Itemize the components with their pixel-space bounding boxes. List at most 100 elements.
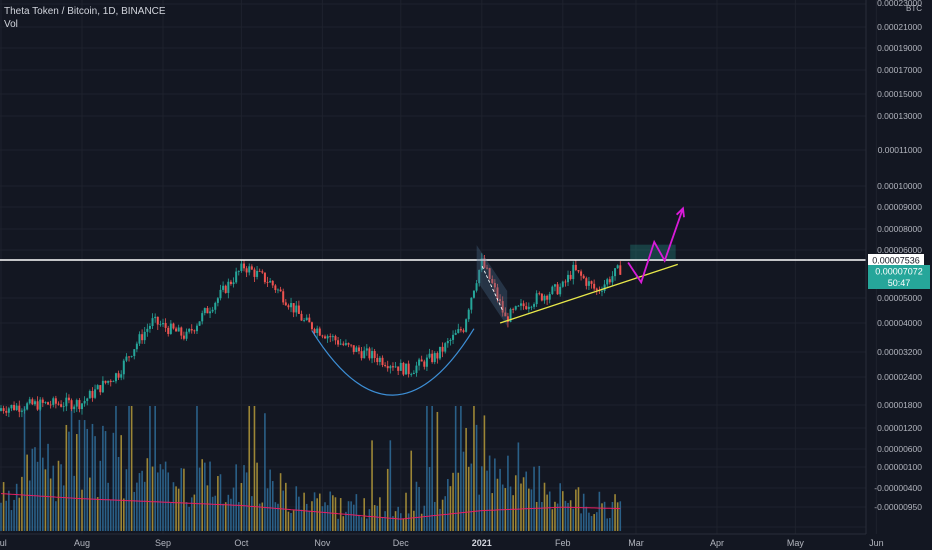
volume-bar (368, 509, 371, 531)
candle-body (23, 409, 26, 411)
volume-label[interactable]: Vol (4, 19, 18, 30)
volume-bar (514, 475, 517, 531)
volume-bar (342, 516, 345, 531)
candle-body (397, 366, 400, 371)
candle-body (486, 267, 489, 269)
volume-bar (258, 503, 261, 531)
candle-body (428, 353, 431, 358)
volume-bar (520, 483, 522, 531)
volume-bar (300, 509, 303, 531)
volume-bar (460, 406, 462, 531)
candle-body (509, 309, 512, 322)
time-axis[interactable]: Jul Aug Sep Oct Nov Dec 2021 Feb Mar Apr May Jun (0, 538, 884, 548)
candle-body (600, 290, 603, 292)
candle-body (491, 279, 494, 284)
volume-bar (130, 406, 133, 531)
candle-body (420, 359, 423, 362)
volume-bar (590, 516, 593, 531)
candle-body (412, 372, 415, 375)
volume-bar (311, 501, 313, 531)
volume-bar (269, 469, 271, 531)
cup-arc (311, 328, 475, 396)
resistance-price-label: 0.00007536 (872, 256, 920, 266)
volume-bar (546, 494, 548, 531)
candle-body (556, 284, 559, 295)
volume-bar (525, 471, 528, 531)
candle-body (619, 265, 622, 275)
volume-bar (316, 498, 318, 531)
candle-body (70, 400, 73, 410)
volume-bar (449, 486, 452, 531)
candle-body (99, 385, 102, 393)
candle-body (26, 403, 29, 410)
volume-bar (436, 411, 439, 531)
grid (0, 0, 877, 534)
candle-body (88, 390, 91, 399)
volume-bar (347, 501, 350, 531)
volume-bar (530, 489, 533, 531)
candle-series (0, 253, 622, 418)
volume-bar (185, 502, 188, 531)
candle-body (614, 268, 617, 277)
volume-bar (177, 488, 180, 531)
volume-bar (428, 467, 431, 531)
volume-bar (198, 467, 201, 531)
volume-bar (611, 501, 614, 531)
candle-body (389, 366, 392, 369)
volume-bar (326, 505, 329, 531)
candle-body (572, 264, 575, 280)
volume-bar (15, 483, 18, 531)
candle-body (44, 402, 47, 403)
candle-body (303, 320, 306, 321)
price-axis[interactable]: 0.00023000 0.00021000 0.00019000 0.00017000… (874, 0, 922, 512)
candle-body (177, 327, 180, 332)
volume-bar (355, 494, 358, 531)
volume-bar (5, 500, 8, 531)
volume-bar (528, 488, 530, 531)
candle-body (248, 266, 251, 273)
candle-body (467, 309, 470, 320)
volume-bar (206, 485, 209, 531)
volume-bar (399, 513, 402, 531)
volume-ma-line (0, 493, 621, 520)
candle-body (271, 280, 274, 286)
candle-body (525, 306, 528, 310)
candle-body (431, 353, 434, 363)
volume-bar (75, 434, 78, 531)
volume-bar (136, 482, 138, 531)
candle-body (324, 336, 327, 339)
candle-body (365, 348, 368, 351)
volume-bar (454, 406, 457, 531)
candle-body (5, 410, 8, 413)
volume-bar (13, 499, 15, 531)
candle-body (391, 366, 394, 368)
volume-bar (407, 513, 410, 531)
candle-body (405, 363, 408, 375)
volume-bar (556, 503, 559, 531)
time-axis-tick-label: Mar (628, 538, 644, 548)
volume-bar (593, 514, 595, 531)
candle-body (425, 357, 428, 367)
candle-body (195, 325, 198, 332)
volume-bar (538, 465, 541, 531)
volume-bar (34, 447, 36, 531)
candle-body (527, 306, 530, 310)
volume-bar (499, 468, 501, 531)
volume-bar (42, 457, 44, 531)
volume-bar (81, 489, 83, 531)
candle-body (538, 293, 541, 295)
candle-body (143, 331, 146, 341)
candle-body (120, 374, 123, 378)
candle-body (376, 357, 379, 363)
candle-body (488, 268, 491, 280)
price-axis-unit: BTC (906, 4, 922, 13)
last-price-tag (868, 265, 930, 289)
volume-bar (345, 511, 347, 531)
symbol-title[interactable]: Theta Token / Bitcoin, 1D, BINANCE (4, 6, 166, 17)
volume-bar (230, 498, 232, 531)
volume-bar (473, 406, 475, 531)
volume-bar (543, 482, 546, 531)
candle-body (13, 405, 16, 410)
candle-body (128, 356, 131, 358)
